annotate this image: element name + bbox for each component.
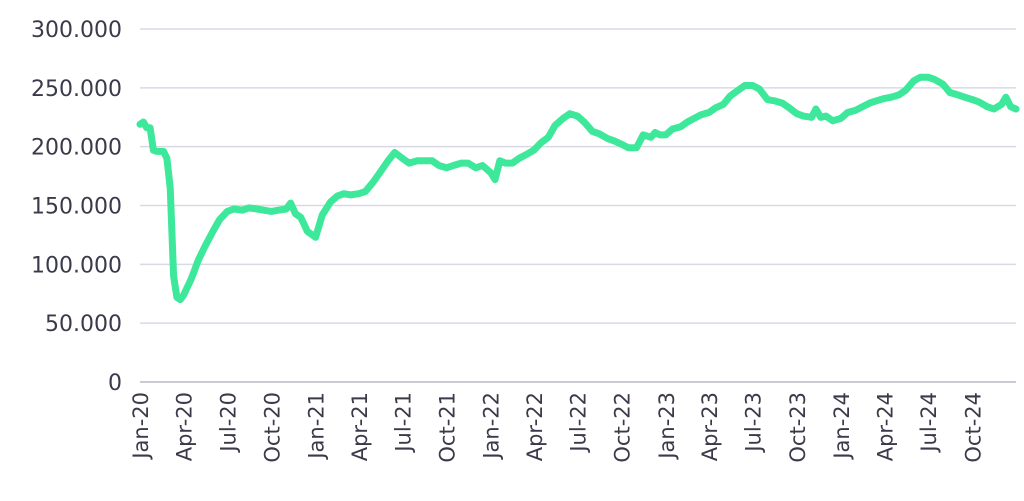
- x-tick-label: Oct-24: [961, 392, 985, 463]
- y-tick-label: 200.000: [31, 136, 122, 161]
- x-tick-label: Jan-22: [480, 392, 504, 461]
- y-tick-label: 300.000: [31, 18, 122, 43]
- x-tick-label: Jan-24: [830, 392, 854, 461]
- x-tick-label: Jan-23: [655, 392, 679, 461]
- series-line: [136, 73, 1020, 304]
- x-tick-label: Oct-23: [786, 392, 810, 463]
- x-tick-label: Apr-20: [173, 392, 197, 461]
- x-tick-label: Jan-21: [305, 392, 329, 461]
- y-tick-label: 100.000: [31, 253, 122, 278]
- y-tick-label: 250.000: [31, 77, 122, 102]
- x-tick-label: Jul-24: [917, 392, 941, 454]
- x-tick-label: Oct-22: [611, 392, 635, 463]
- x-tick-label: Apr-24: [874, 392, 898, 461]
- x-tick-label: Jul-21: [391, 392, 415, 454]
- y-axis-ticks: 0 50.000 100.000 150.000 200.000 250.000 300.0…: [31, 18, 122, 396]
- y-tick-label: 50.000: [45, 312, 122, 337]
- x-tick-label: Apr-22: [523, 392, 547, 461]
- x-tick-label: Jul-23: [742, 392, 766, 454]
- y-tick-label: 0: [108, 371, 122, 396]
- x-tick-label: Apr-21: [348, 392, 372, 461]
- x-axis-ticks: Jan-20 Apr-20 Jul-20 Oct-20 Jan-21 Apr-21 Jul-…: [129, 392, 985, 463]
- x-tick-label: Apr-23: [698, 392, 722, 461]
- x-tick-label: Jul-22: [567, 392, 591, 454]
- x-tick-label: Oct-21: [436, 392, 460, 463]
- gridlines: [140, 28, 1016, 324]
- x-tick-label: Oct-20: [260, 392, 284, 463]
- y-tick-label: 150.000: [31, 195, 122, 220]
- x-tick-label: Jul-20: [216, 392, 240, 454]
- x-tick-label: Jan-20: [129, 392, 153, 461]
